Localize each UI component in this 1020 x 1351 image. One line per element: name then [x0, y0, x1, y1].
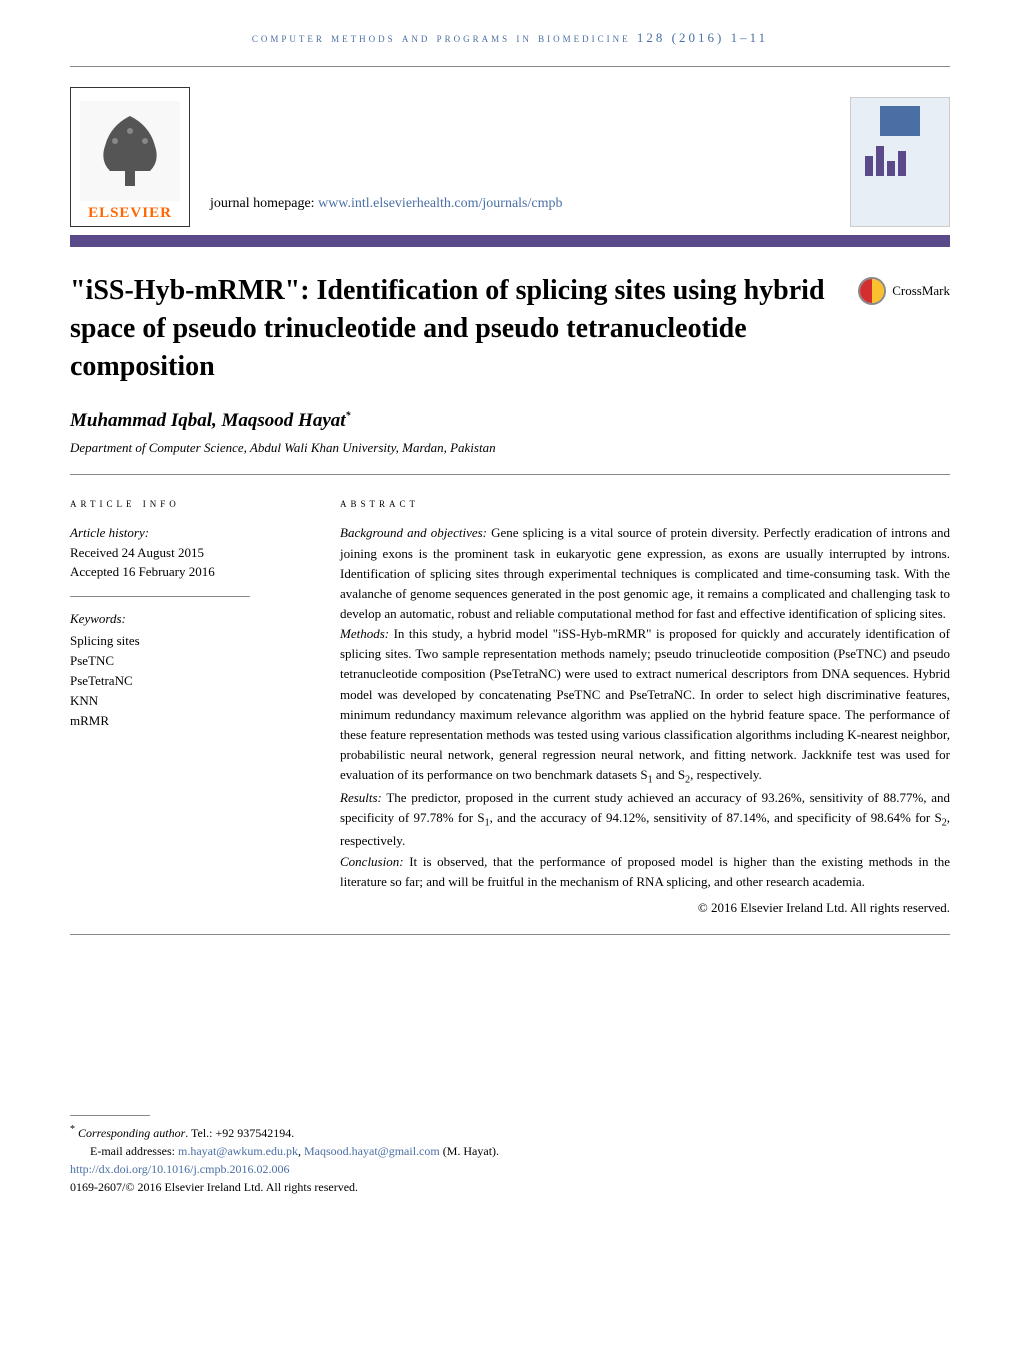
journal-homepage: journal homepage: www.intl.elsevierhealt… [210, 196, 830, 227]
keywords-label: Keywords: [70, 611, 300, 627]
title-section: "iSS-Hyb-mRMR": Identification of splici… [0, 247, 1020, 395]
abstract-body: Background and objectives: Gene splicing… [340, 523, 950, 891]
top-divider [70, 66, 950, 67]
issn-line: 0169-2607/© 2016 Elsevier Ireland Ltd. A… [70, 1178, 950, 1196]
elsevier-tree-icon [80, 101, 180, 201]
footer: * Corresponding author. Tel.: +92 937542… [0, 935, 1020, 1196]
keyword-item: KNN [70, 691, 300, 711]
keyword-item: PseTetraNC [70, 671, 300, 691]
footer-divider [70, 1115, 150, 1116]
affiliation: Department of Computer Science, Abdul Wa… [0, 440, 1020, 474]
cover-badge-icon [880, 106, 920, 136]
results-s1: S [477, 810, 484, 825]
short-divider [70, 596, 250, 597]
keyword-item: mRMR [70, 711, 300, 731]
article-history: Article history: Received 24 August 2015… [70, 523, 300, 582]
crossmark-icon [858, 277, 886, 305]
corresponding-label: Corresponding author [78, 1126, 185, 1140]
results-mid: , and the accuracy of 94.12%, sensitivit… [490, 810, 935, 825]
email-label: E-mail addresses: [90, 1144, 178, 1158]
email-link-2[interactable]: Maqsood.hayat@gmail.com [304, 1144, 440, 1158]
homepage-label: journal homepage: [210, 196, 318, 211]
abstract-column: abstract Background and objectives: Gene… [340, 495, 950, 915]
corresponding-asterisk: * [70, 1124, 75, 1135]
results-label: Results: [340, 790, 382, 805]
article-info-heading: article info [70, 495, 300, 511]
doi-link[interactable]: http://dx.doi.org/10.1016/j.cmpb.2016.02… [70, 1162, 289, 1176]
copyright-line: © 2016 Elsevier Ireland Ltd. All rights … [340, 900, 950, 916]
history-received: Received 24 August 2015 [70, 543, 300, 563]
doi-line: http://dx.doi.org/10.1016/j.cmpb.2016.02… [70, 1160, 950, 1178]
email-suffix: (M. Hayat). [440, 1144, 499, 1158]
body-two-column: article info Article history: Received 2… [0, 475, 1020, 915]
elsevier-brand-text: ELSEVIER [88, 205, 172, 222]
corresponding-author-line: * Corresponding author. Tel.: +92 937542… [70, 1122, 950, 1142]
keyword-item: Splicing sites [70, 631, 300, 651]
elsevier-logo: ELSEVIER [70, 87, 190, 227]
purple-separator-bar [70, 235, 950, 247]
history-accepted: Accepted 16 February 2016 [70, 562, 300, 582]
authors: Muhammad Iqbal, Maqsood Hayat* [0, 395, 1020, 440]
crossmark-badge[interactable]: CrossMark [858, 272, 950, 305]
conclusion-text: It is observed, that the performance of … [340, 854, 950, 889]
crossmark-label: CrossMark [892, 283, 950, 299]
methods-label: Methods: [340, 626, 389, 641]
history-label: Article history: [70, 523, 300, 543]
abstract-heading: abstract [340, 495, 950, 511]
results-s2: S [935, 810, 942, 825]
homepage-link[interactable]: www.intl.elsevierhealth.com/journals/cmp… [318, 196, 562, 211]
email-link-1[interactable]: m.hayat@awkum.edu.pk [178, 1144, 298, 1158]
corresponding-mark: * [346, 411, 351, 422]
email-line: E-mail addresses: m.hayat@awkum.edu.pk, … [70, 1142, 950, 1160]
cover-bars-icon [860, 136, 940, 176]
author-names: Muhammad Iqbal, Maqsood Hayat [70, 410, 346, 431]
article-title: "iSS-Hyb-mRMR": Identification of splici… [70, 272, 838, 385]
running-header: computer methods and programs in biomedi… [0, 0, 1020, 66]
methods-tail: , respectively. [690, 767, 762, 782]
methods-and: and [653, 767, 678, 782]
methods-s2: S [678, 767, 685, 782]
article-info-column: article info Article history: Received 2… [70, 495, 300, 915]
corresponding-tel: . Tel.: +92 937542194. [185, 1126, 294, 1140]
header-bar: ELSEVIER journal homepage: www.intl.else… [0, 87, 1020, 227]
keyword-item: PseTNC [70, 651, 300, 671]
conclusion-label: Conclusion: [340, 854, 404, 869]
journal-cover-thumbnail [850, 97, 950, 227]
methods-s1: S [640, 767, 647, 782]
methods-text: In this study, a hybrid model "iSS-Hyb-m… [340, 626, 950, 782]
background-label: Background and objectives: [340, 525, 487, 540]
